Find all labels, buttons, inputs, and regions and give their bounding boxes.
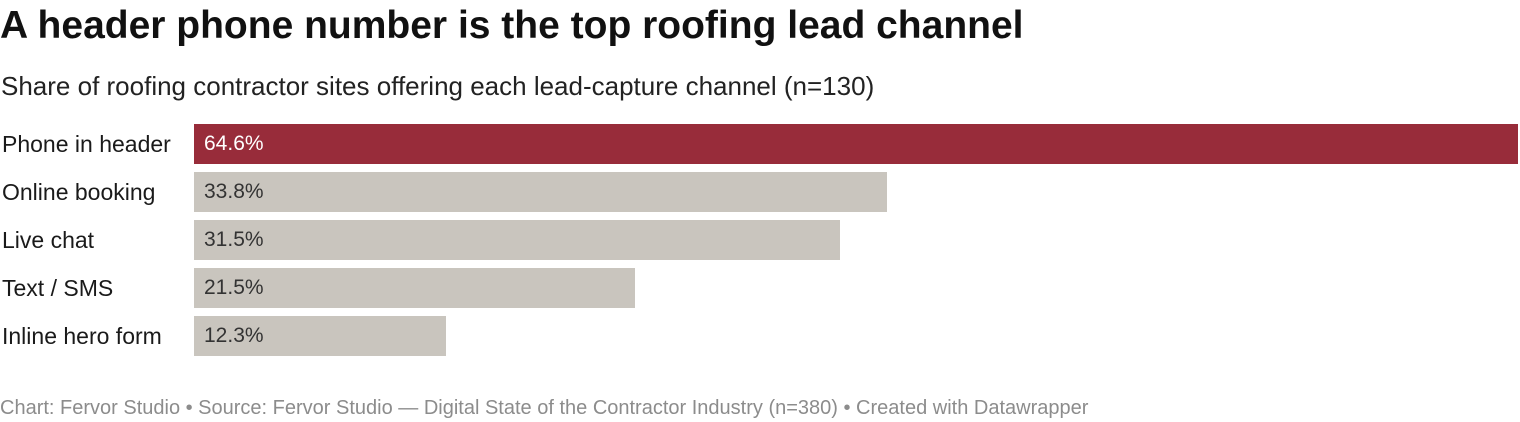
category-label: Inline hero form — [2, 323, 162, 349]
bar-row: Inline hero form 12.3% — [0, 316, 1520, 356]
bar-value-label: 31.5% — [204, 228, 264, 251]
bar-value-label: 64.6% — [204, 132, 264, 155]
category-label: Live chat — [2, 227, 95, 253]
bar-row: Online booking 33.8% — [0, 172, 1520, 212]
category-label: Phone in header — [2, 131, 171, 157]
bar-row: Live chat 31.5% — [0, 220, 1520, 260]
bar-value-label: 12.3% — [204, 324, 264, 347]
bar — [194, 172, 887, 212]
bar — [194, 316, 446, 356]
bar-row: Text / SMS 21.5% — [0, 268, 1520, 308]
category-label: Online booking — [2, 179, 156, 205]
bar-row: Phone in header 64.6% — [0, 124, 1520, 164]
bar — [194, 124, 1518, 164]
bar — [194, 268, 635, 308]
chart-title: A header phone number is the top roofing… — [0, 4, 1024, 47]
bar — [194, 220, 840, 260]
chart-footer: Chart: Fervor Studio • Source: Fervor St… — [0, 397, 1089, 419]
bar-value-label: 33.8% — [204, 180, 264, 203]
category-label: Text / SMS — [2, 275, 114, 301]
bar-chart-plot: Phone in header 64.6% Online booking 33.8% L… — [0, 124, 1520, 356]
chart-subtitle: Share of roofing contractor sites offeri… — [1, 71, 875, 101]
bar-value-label: 21.5% — [204, 276, 264, 299]
